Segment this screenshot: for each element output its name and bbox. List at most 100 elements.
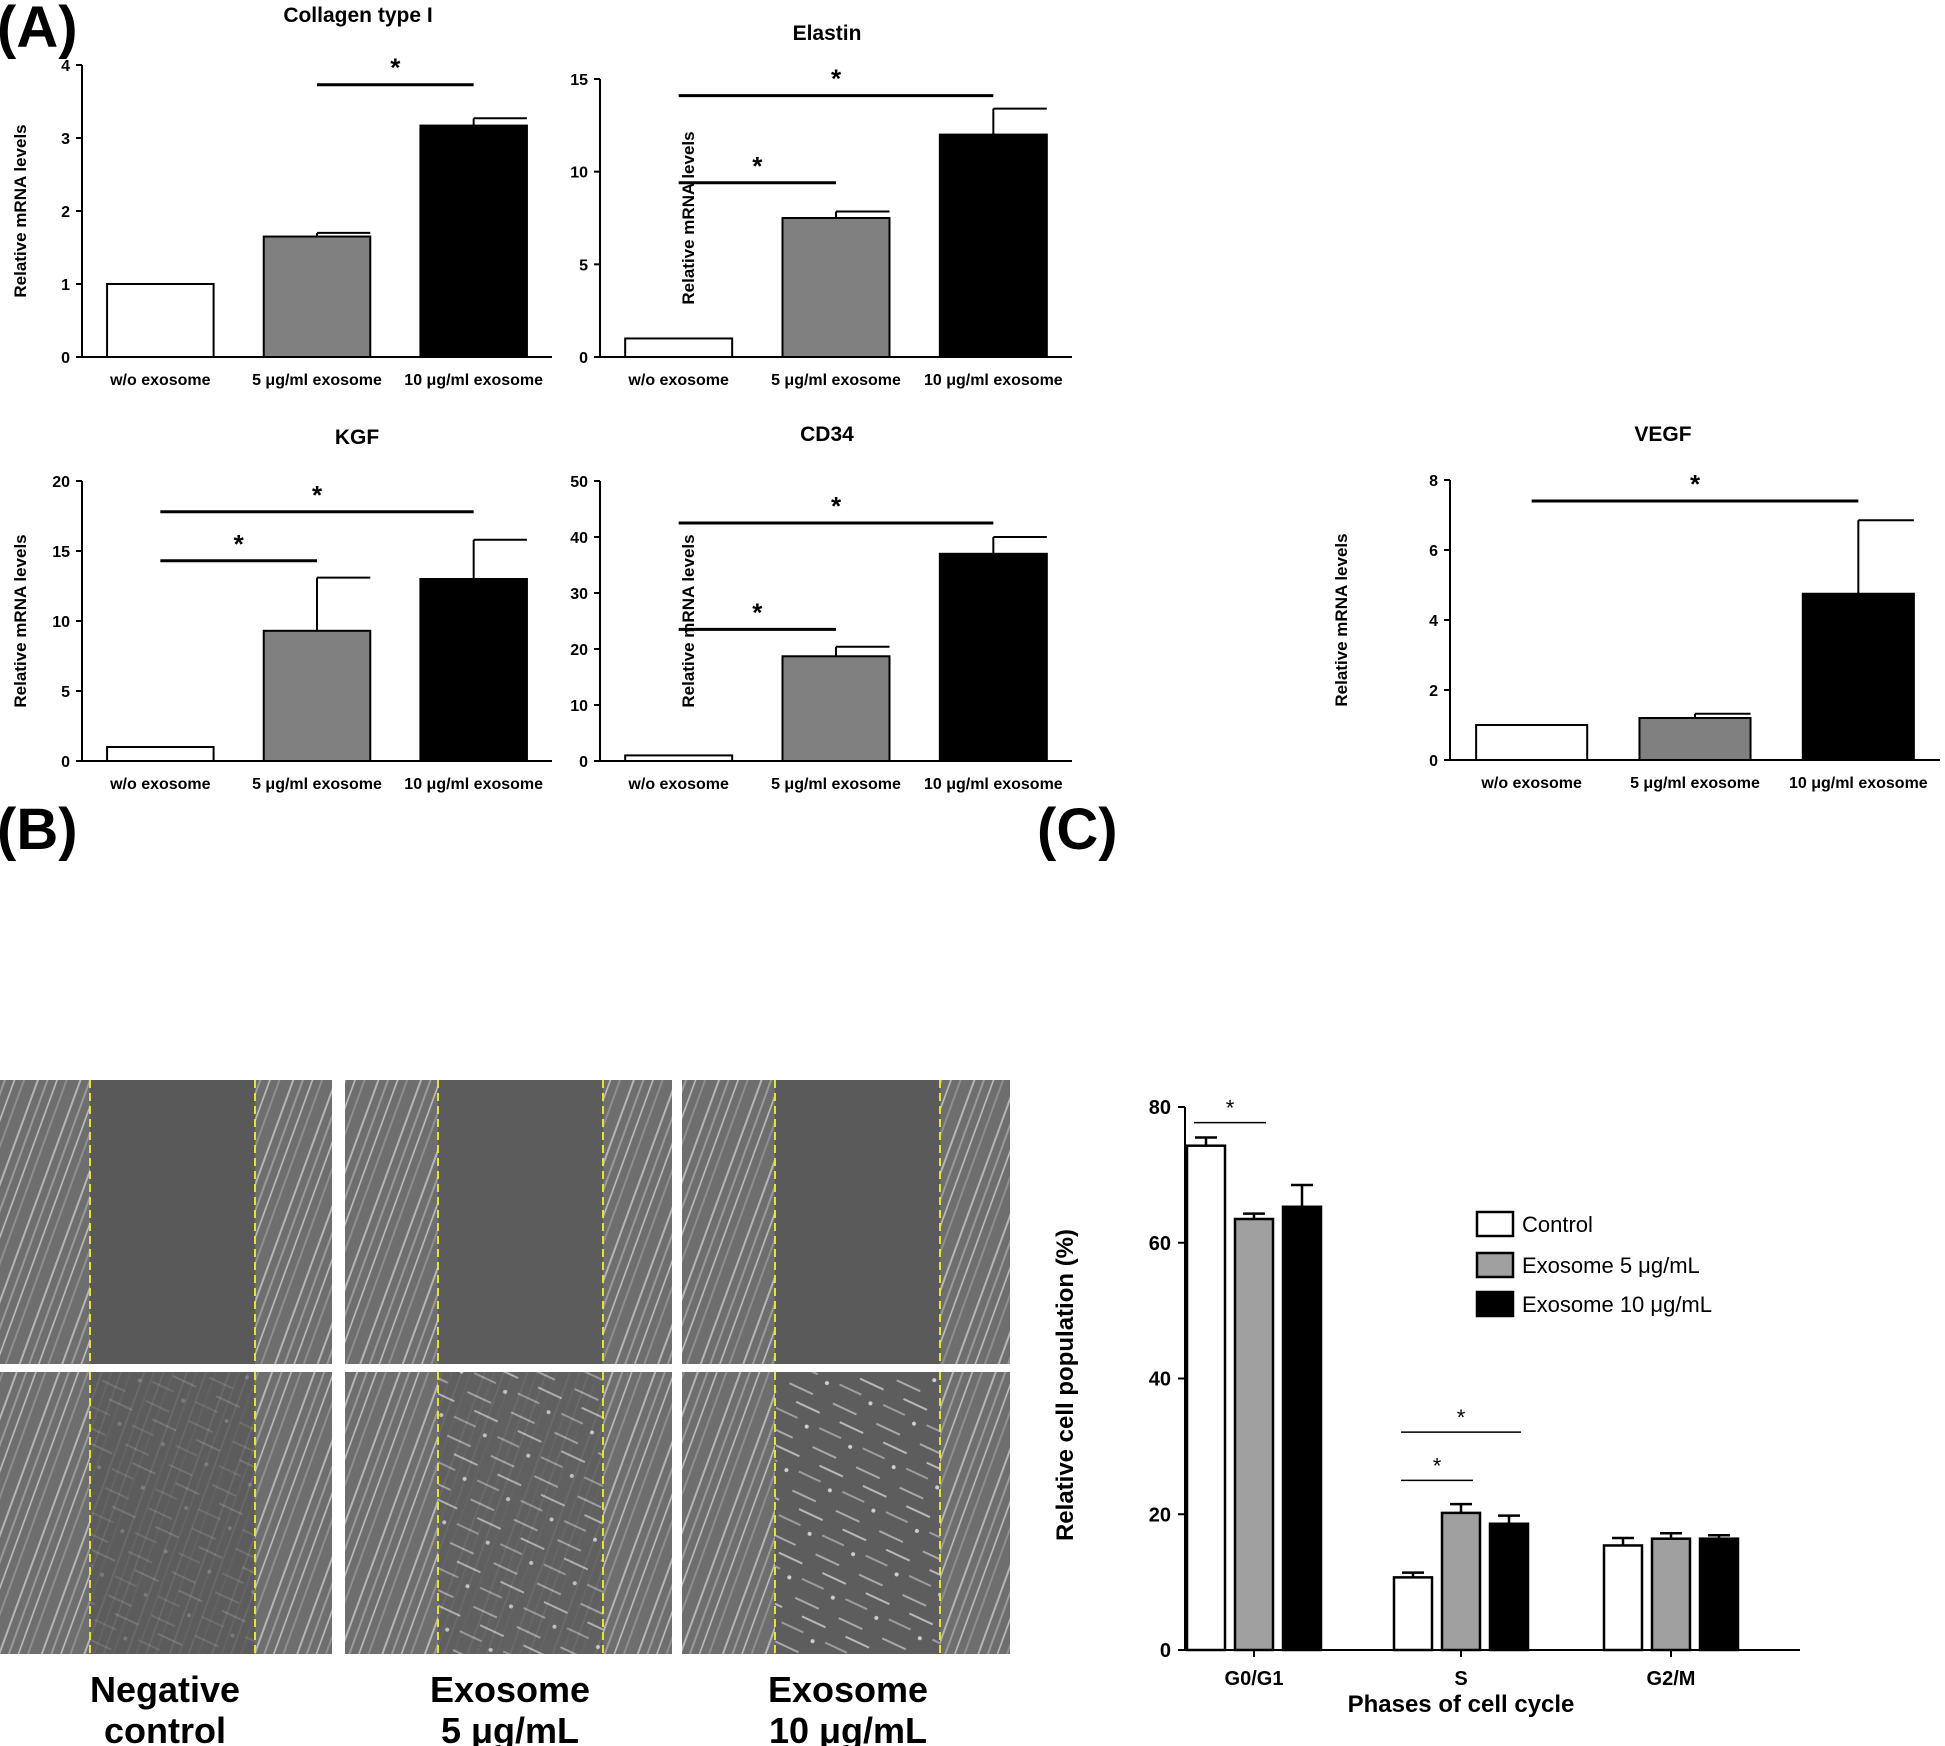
- bar: [624, 337, 734, 359]
- bar: [262, 629, 372, 762]
- category-label: G0/G1: [1225, 1668, 1284, 1690]
- bar: [1233, 1217, 1275, 1652]
- legend-label: Control: [1522, 1212, 1593, 1237]
- significance-star: *: [1690, 469, 1701, 499]
- scratch-assay-images: Negative control Exosome 5 μg/mL Exosome…: [0, 1080, 1010, 1746]
- y-tick-label: 50: [570, 474, 588, 491]
- y-tick-label: 0: [1160, 1640, 1171, 1662]
- significance-star: *: [1226, 1096, 1235, 1121]
- caption-exosome-10-line1: Exosome: [768, 1669, 928, 1710]
- y-tick-label: 10: [570, 698, 588, 715]
- bar: [781, 217, 891, 358]
- bar: [106, 283, 215, 358]
- y-tick-label: 0: [1429, 753, 1438, 770]
- chart-title: VEGF: [1634, 423, 1691, 446]
- category-label: 10 μg/ml exosome: [924, 372, 1063, 389]
- y-axis-label: Relative mRNA levels: [11, 534, 30, 707]
- panel-label-a: (A): [0, 0, 78, 60]
- y-axis-label: Relative mRNA levels: [679, 131, 698, 304]
- caption-exosome-5-line1: Exosome: [430, 1669, 590, 1710]
- y-tick-label: 15: [570, 72, 588, 89]
- y-tick-label: 30: [570, 586, 588, 603]
- significance-star: *: [312, 480, 323, 510]
- significance-star: *: [831, 64, 842, 94]
- chart-title: CD34: [800, 423, 854, 446]
- y-tick-label: 0: [61, 350, 70, 367]
- category-label: 5 μg/ml exosome: [1630, 775, 1760, 792]
- chart-title: Collagen type I: [283, 4, 432, 27]
- y-tick-label: 5: [61, 684, 70, 701]
- category-label: w/o exosome: [627, 372, 729, 389]
- chart-elastin: Elastin Relative mRNA levels 0 5 10 15 w/o exo…: [570, 22, 1072, 389]
- bar: [262, 235, 372, 358]
- bar: [1602, 1544, 1644, 1652]
- chart-cell-cycle: 0 20 40 60 80 Relative cell population (%) Pha…: [1052, 1096, 1800, 1718]
- micrograph-exosome-10-bottom: [682, 1372, 1010, 1654]
- significance-star: *: [752, 151, 763, 181]
- category-label: w/o exosome: [109, 372, 211, 389]
- category-label: 5 μg/ml exosome: [252, 776, 382, 793]
- category-label: 10 μg/ml exosome: [404, 776, 543, 793]
- legend-swatch: [1475, 1290, 1515, 1318]
- caption-negative-control-line1: Negative: [90, 1669, 240, 1710]
- y-tick-label: 5: [579, 257, 588, 274]
- bar: [1392, 1576, 1434, 1652]
- bar: [1475, 724, 1589, 761]
- caption-exosome-5-line2: 5 μg/mL: [441, 1710, 579, 1746]
- y-tick-label: 1: [61, 277, 70, 294]
- bar: [1698, 1537, 1740, 1652]
- significance-star: *: [234, 529, 245, 559]
- y-tick-label: 15: [52, 544, 70, 561]
- y-tick-label: 20: [1149, 1504, 1171, 1526]
- y-axis-label: Relative mRNA levels: [11, 124, 30, 297]
- significance-star: *: [831, 491, 842, 521]
- bar: [106, 746, 215, 762]
- y-tick-label: 4: [1429, 613, 1438, 630]
- bar: [419, 578, 528, 762]
- micrograph-negative-control-bottom: [0, 1372, 332, 1654]
- chart-vegf: VEGF Relative mRNA levels 0 2 4 6 8 w/o exosome…: [1332, 423, 1940, 792]
- bar: [624, 754, 734, 763]
- bar: [1440, 1511, 1482, 1652]
- micrograph-exosome-5-bottom: [345, 1372, 672, 1654]
- category-label: 10 μg/ml exosome: [404, 372, 543, 389]
- y-axis-label: Relative mRNA levels: [679, 534, 698, 707]
- category-label: 5 μg/ml exosome: [252, 372, 382, 389]
- chart-title: KGF: [335, 426, 380, 449]
- significance-star: *: [1433, 1453, 1442, 1478]
- category-label: w/o exosome: [109, 776, 211, 793]
- bar: [938, 552, 1048, 762]
- category-label: w/o exosome: [1480, 775, 1582, 792]
- panel-label-c: (C): [1037, 797, 1118, 862]
- legend-label: Exosome 5 μg/mL: [1522, 1253, 1700, 1278]
- chart-collagen: Collagen type I Relative mRNA levels 0 1 2 3 4…: [11, 4, 552, 389]
- y-tick-label: 4: [61, 58, 70, 75]
- y-tick-label: 3: [61, 131, 70, 148]
- y-tick-label: 0: [61, 754, 70, 771]
- bar: [1650, 1537, 1692, 1652]
- category-label: 10 μg/ml exosome: [1789, 775, 1928, 792]
- micrograph-exosome-5-top: [345, 1080, 672, 1364]
- y-tick-label: 80: [1149, 1097, 1171, 1119]
- panel-label-b: (B): [0, 797, 78, 862]
- y-tick-label: 10: [52, 614, 70, 631]
- significance-star: *: [752, 597, 763, 627]
- y-axis-label: Relative mRNA levels: [1332, 533, 1351, 706]
- chart-cd34: CD34 Relative mRNA levels 0 10 20 30 40 50 w/o e…: [570, 423, 1072, 793]
- significance-star: *: [390, 53, 401, 83]
- y-axis-label: Relative cell population (%): [1052, 1229, 1079, 1541]
- bar: [1488, 1522, 1530, 1652]
- category-label: G2/M: [1647, 1668, 1696, 1690]
- bar: [781, 655, 891, 763]
- bar: [1185, 1144, 1227, 1652]
- bar: [1801, 592, 1915, 761]
- y-tick-label: 6: [1429, 543, 1438, 560]
- y-tick-label: 0: [579, 350, 588, 367]
- y-tick-label: 8: [1429, 473, 1438, 490]
- legend-swatch: [1475, 1210, 1515, 1238]
- x-axis-label: Phases of cell cycle: [1348, 1691, 1575, 1718]
- bar: [419, 124, 528, 358]
- caption-negative-control-line2: control: [104, 1710, 226, 1746]
- bar: [1281, 1205, 1323, 1652]
